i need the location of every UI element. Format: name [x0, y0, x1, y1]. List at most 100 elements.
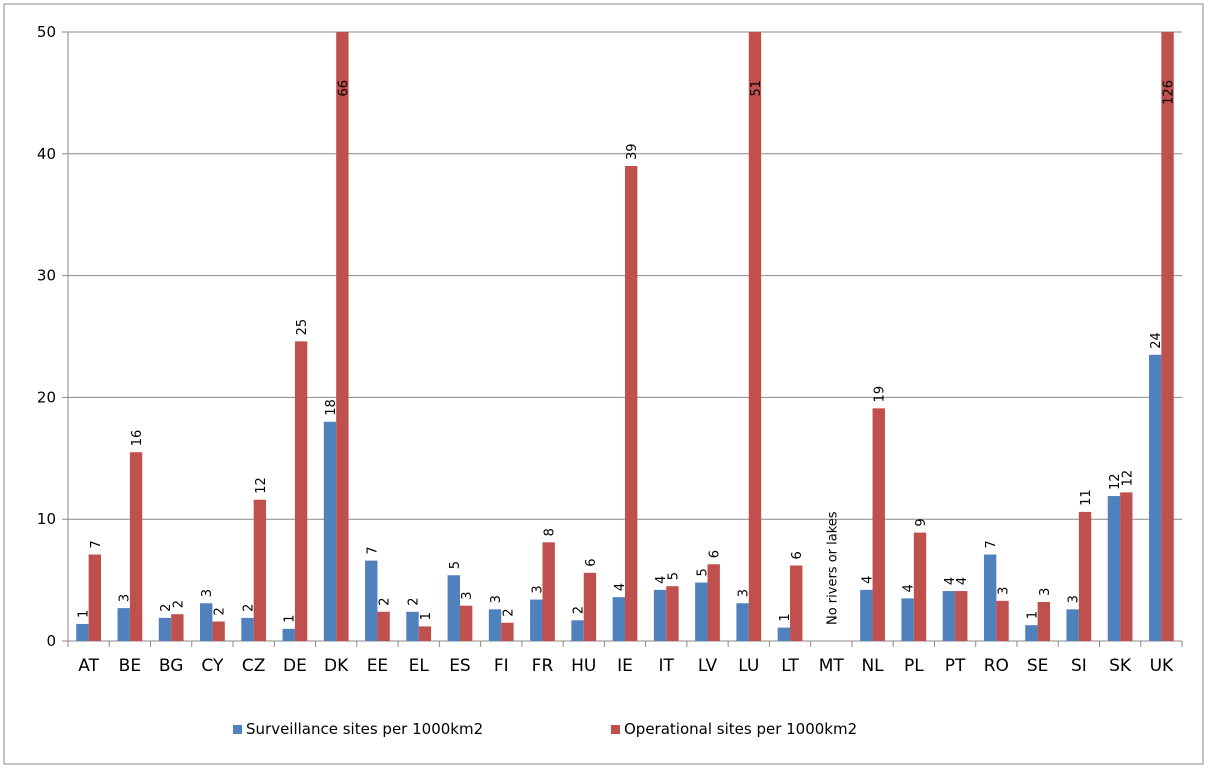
x-tick-label: BG: [159, 656, 184, 676]
bar: [942, 591, 956, 641]
data-label: 3: [118, 594, 133, 602]
data-label: 9: [914, 518, 929, 526]
bar: [542, 542, 555, 641]
data-label: 18: [324, 399, 339, 416]
x-tick-label: BE: [119, 656, 141, 676]
x-tick-label: NL: [861, 656, 884, 676]
bar: [790, 565, 803, 641]
bar: [253, 499, 267, 641]
bar: [666, 586, 679, 641]
data-label: 5: [695, 568, 710, 576]
data-label: 39: [625, 143, 640, 160]
x-tick-label: PT: [945, 656, 966, 676]
data-label: 7: [89, 540, 104, 548]
data-label: 3: [1038, 588, 1053, 596]
bar: [158, 617, 172, 641]
data-label: 3: [460, 591, 475, 599]
data-label: 3: [489, 595, 504, 603]
data-label: 12: [1108, 474, 1123, 491]
x-tick-label: DK: [324, 656, 349, 676]
data-label: 25: [295, 319, 310, 336]
data-label: 3: [530, 585, 545, 593]
y-tick-label: 10: [37, 510, 56, 528]
annotation: No rivers or lakes: [825, 511, 840, 625]
data-label: 12: [1120, 470, 1135, 487]
data-label: 4: [902, 584, 917, 592]
x-tick-label: IT: [659, 656, 675, 676]
data-label: 6: [790, 551, 805, 559]
bar: [748, 32, 762, 641]
x-tick-label: CY: [201, 656, 224, 676]
data-label: 8: [543, 528, 558, 536]
plot-area: [76, 32, 1174, 641]
bar: [117, 608, 130, 641]
data-label: 3: [1067, 595, 1082, 603]
data-label: 1: [1025, 611, 1040, 619]
data-label: 2: [241, 604, 256, 612]
bar: [129, 452, 143, 641]
x-tick-label: ES: [449, 656, 471, 676]
bar: [996, 600, 1009, 641]
legend-label: Surveillance sites per 1000km2: [246, 720, 483, 738]
data-label: 4: [943, 577, 958, 585]
bar: [501, 622, 514, 641]
bar: [530, 599, 543, 641]
bar: [736, 603, 749, 641]
x-tick-label: FR: [532, 656, 554, 676]
bar: [913, 532, 927, 641]
bar: [1161, 32, 1174, 641]
x-tick-label: PL: [904, 656, 924, 676]
x-tick-label: HU: [571, 656, 596, 676]
bar: [294, 341, 308, 641]
bar: [323, 421, 337, 641]
y-tick-label: 20: [37, 388, 56, 406]
bar: [583, 572, 597, 641]
bar: [1037, 602, 1050, 641]
data-label: 3: [737, 589, 752, 597]
bar: [282, 628, 295, 641]
data-label: 51: [749, 80, 764, 97]
x-tick-label: RO: [984, 656, 1009, 676]
bar: [459, 605, 473, 641]
bar: [625, 165, 638, 641]
x-tick-label: LV: [698, 656, 718, 676]
bar: [200, 603, 213, 641]
x-tick-label: CZ: [242, 656, 266, 676]
bar: [88, 554, 102, 641]
data-label: 1: [76, 610, 91, 618]
bar: [1107, 496, 1121, 641]
bar: [571, 620, 584, 641]
data-label: 6: [584, 559, 599, 567]
bar: [241, 617, 254, 641]
data-label: 1: [778, 613, 793, 621]
bar: [901, 598, 914, 641]
bar: [695, 582, 708, 641]
bar: [872, 408, 885, 641]
bar: [955, 591, 968, 641]
x-tick-label: FI: [494, 656, 509, 676]
x-tick-label: UK: [1150, 656, 1174, 676]
data-label: 4: [860, 576, 875, 584]
data-label: 7: [984, 540, 999, 548]
data-label: 2: [407, 597, 422, 605]
data-label: 4: [613, 583, 628, 591]
data-label: 126: [1162, 80, 1177, 105]
bar: [1148, 354, 1162, 641]
bar: [1066, 609, 1079, 641]
x-tick-label: AT: [78, 656, 99, 676]
x-tick-label: EL: [409, 656, 430, 676]
bar: [171, 614, 184, 641]
bar: [212, 621, 225, 641]
data-label: 4: [654, 576, 669, 584]
bar: [418, 626, 432, 641]
chart-border: [3, 3, 1204, 765]
legend-swatch: [233, 725, 242, 734]
data-label: 1: [283, 615, 298, 623]
bar: [1078, 511, 1092, 641]
data-label: 1: [419, 612, 434, 620]
bar: [1120, 492, 1133, 641]
bar: [612, 597, 625, 641]
y-tick-label: 50: [37, 23, 56, 41]
bar: [377, 611, 390, 641]
data-label: 12: [254, 477, 269, 494]
